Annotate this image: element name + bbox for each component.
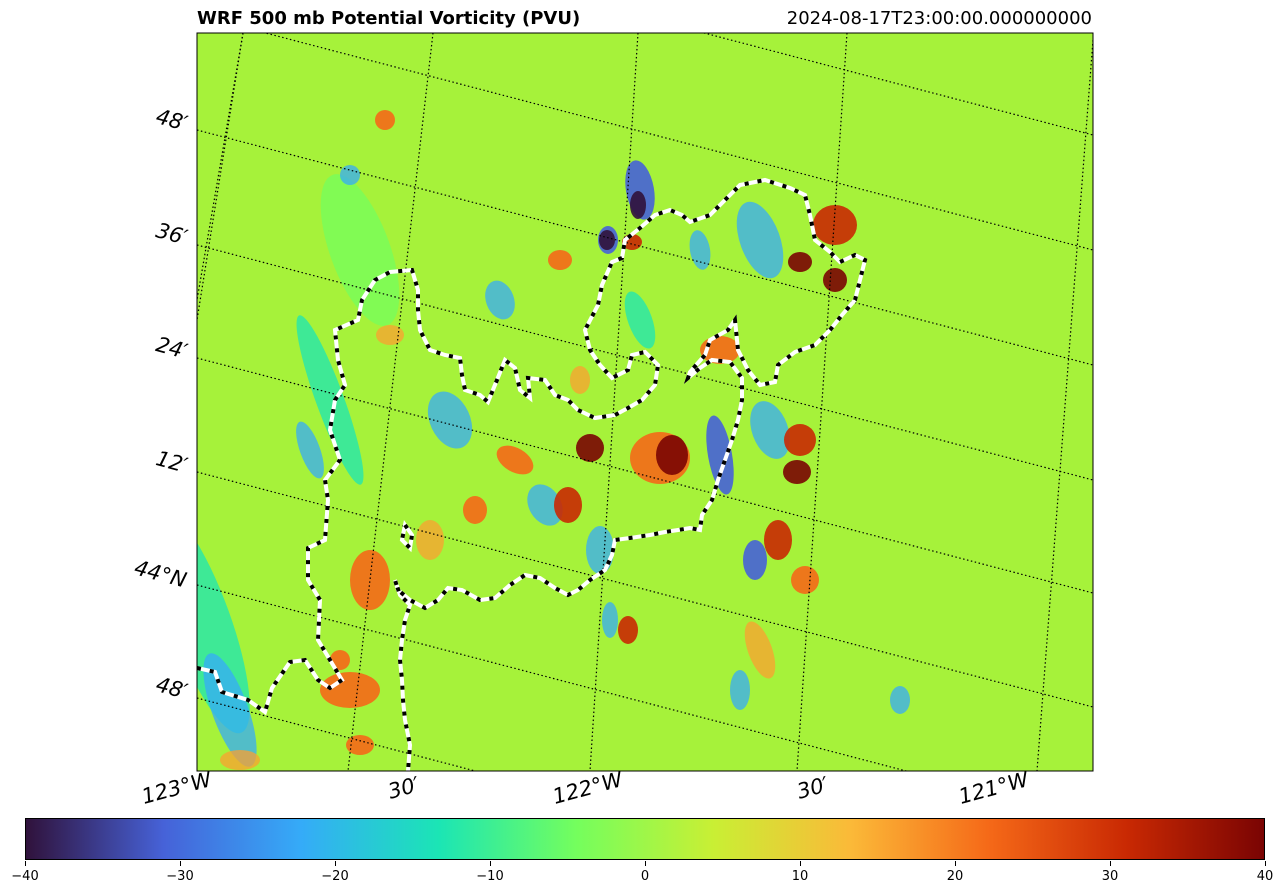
colorbar-tick-label: −30 — [166, 869, 194, 884]
pv-cell — [320, 174, 400, 326]
pv-cell — [630, 191, 646, 219]
pv-cell — [736, 201, 784, 279]
longitude-line — [589, 33, 639, 771]
pv-cell — [340, 165, 360, 185]
pv-cell — [689, 230, 711, 270]
pv-cell — [599, 230, 615, 250]
colorbar-tick-label: 40 — [1256, 869, 1274, 884]
colorbar-tick-label: 30 — [1101, 869, 1119, 884]
pv-cell — [788, 252, 812, 272]
pv-cell — [744, 621, 776, 679]
colorbar-tick-label: 10 — [791, 869, 809, 884]
pv-cell — [416, 520, 444, 560]
pv-cell — [783, 460, 811, 484]
pv-cell — [427, 391, 473, 449]
pv-cell — [750, 401, 790, 459]
colorbar-tick-label: −20 — [321, 869, 349, 884]
pv-cell — [296, 421, 324, 479]
pv-cell — [618, 616, 638, 644]
colorbar-tick-label: 20 — [946, 869, 964, 884]
pv-cell — [485, 280, 515, 320]
chart-timestamp: 2024-08-17T23:00:00.000000000 — [786, 8, 1092, 29]
pv-cell — [570, 366, 590, 394]
pv-cell — [576, 434, 604, 462]
pv-cell — [813, 205, 857, 245]
colorbar-tick — [489, 861, 491, 866]
pv-cell — [791, 566, 819, 594]
border-dash — [197, 177, 868, 771]
pv-cell — [376, 325, 404, 345]
longitude-line — [197, 33, 244, 321]
pv-cell — [602, 602, 618, 638]
colorbar-tick-label: −40 — [11, 869, 39, 884]
pv-cell — [823, 268, 847, 292]
pv-cell — [320, 672, 380, 708]
colorbar-tick — [799, 861, 801, 866]
map-frame — [196, 32, 1094, 772]
colorbar — [25, 818, 1265, 860]
pv-cell — [656, 435, 688, 475]
chart-title: WRF 500 mb Potential Vorticity (PVU) — [197, 8, 581, 29]
colorbar-tick — [334, 861, 336, 866]
pv-cell — [764, 520, 792, 560]
colorbar-tick-label: −10 — [476, 869, 504, 884]
border-dash — [399, 520, 415, 553]
pv-cell — [375, 110, 395, 130]
pv-cell — [548, 250, 572, 270]
latitude-line — [197, 0, 1093, 20]
pv-field — [197, 110, 910, 770]
pv-cell — [496, 445, 534, 475]
colorbar-tick — [644, 861, 646, 866]
pv-cell — [730, 670, 750, 710]
colorbar-tick — [179, 861, 181, 866]
colorbar-tick — [1109, 861, 1111, 866]
pv-cell — [350, 550, 390, 610]
pv-cell — [624, 291, 656, 349]
pv-cell — [463, 496, 487, 524]
pv-cell — [296, 315, 364, 485]
pv-cell — [586, 526, 614, 574]
graticule — [197, 0, 1093, 771]
pv-cell — [784, 424, 816, 456]
colorbar-tick — [24, 861, 26, 866]
colorbar-tick-label: 0 — [640, 869, 650, 884]
longitude-line — [796, 33, 848, 771]
pv-cell — [890, 686, 910, 714]
colorbar-tick — [954, 861, 956, 866]
pv-cell — [220, 750, 260, 770]
pv-cell — [527, 484, 563, 526]
pv-cell — [346, 735, 374, 755]
pv-cell — [554, 487, 582, 523]
pv-cell — [706, 415, 734, 495]
pv-cell — [743, 540, 767, 580]
colorbar-tick — [1264, 861, 1266, 866]
county-borders — [197, 177, 868, 771]
map-background — [197, 33, 1093, 771]
